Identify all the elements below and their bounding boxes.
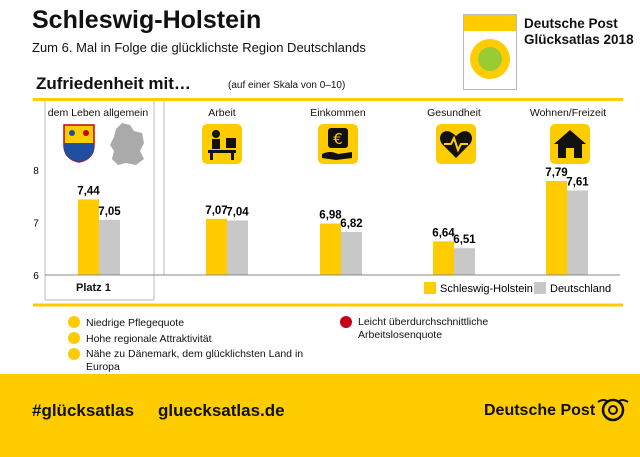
category-label-work: Arbeit: [208, 107, 236, 119]
bar-value-label: 6,98: [319, 210, 342, 222]
svg-text:€: €: [333, 130, 343, 148]
bar-deutschland: [454, 248, 475, 275]
legend-label-deutschland: Deutschland: [550, 283, 611, 295]
post-horn-icon: [597, 398, 629, 422]
bar-schleswig-holstein: [206, 218, 227, 275]
plus-icon: [68, 316, 80, 328]
bar-value-label: 6,64: [432, 227, 455, 239]
fact-positive-1-text: Niedrige Pflegequote: [86, 317, 185, 329]
fact-positive-3: Nähe zu Dänemark, dem glücklichsten Land…: [68, 348, 308, 374]
page-subtitle: Zum 6. Mal in Folge die glücklichste Reg…: [32, 40, 366, 55]
section-title: Zufriedenheit mit…: [36, 74, 191, 93]
worker-desk-icon: [208, 130, 236, 160]
bar-value-label: 7,44: [77, 185, 100, 197]
bar-value-label: 6,51: [453, 234, 476, 246]
heart-pulse-icon: [440, 131, 472, 158]
housing-icon-tile: [550, 124, 590, 164]
bar-value-label: 6,82: [340, 218, 362, 230]
bar-deutschland: [567, 190, 588, 275]
bar-deutschland: [99, 219, 120, 275]
section-top-rule: [33, 98, 623, 101]
y-tick-label: 7: [33, 219, 39, 230]
bar-schleswig-holstein: [433, 241, 454, 275]
bar-deutschland: [341, 231, 362, 275]
fact-negative-1: Leicht überdurchschnittliche Arbeitslose…: [340, 316, 540, 342]
bar-value-label: 7,61: [566, 176, 589, 188]
y-tick-label: 6: [33, 271, 39, 282]
brand-block: Deutsche Post Glücksatlas 2018: [524, 16, 634, 48]
bar-value-label: 7,05: [98, 206, 121, 218]
scale-note: (auf einer Skala von 0–10): [228, 80, 346, 91]
minus-icon: [340, 316, 352, 328]
category-label-income: Einkommen: [310, 107, 366, 119]
germany-map-icon: [110, 123, 144, 165]
legend-swatch-deutschland: [534, 282, 546, 294]
deutsche-post-logo-text: Deutsche Post: [484, 402, 596, 419]
fact-positive-2-text: Hohe regionale Attraktivität: [86, 333, 212, 345]
plus-icon: [68, 348, 80, 360]
y-tick-label: 8: [33, 166, 39, 177]
euro-hand-icon: €: [322, 128, 352, 160]
footer-band: [0, 374, 640, 457]
report-cover-thumbnail: [463, 14, 517, 90]
page-title: Schleswig-Holstein: [32, 6, 262, 34]
bar-schleswig-holstein: [320, 223, 341, 275]
coat-of-arms-icon: [63, 124, 95, 163]
bar-value-label: 7,07: [205, 205, 227, 217]
income-icon-tile: €: [318, 124, 358, 164]
legend-swatch-schleswig-holstein: [424, 282, 436, 294]
legend-label-schleswig-holstein: Schleswig-Holstein: [440, 283, 533, 295]
category-label-health: Gesundheit: [427, 107, 481, 119]
category-label-housing: Wohnen/Freizeit: [529, 107, 607, 119]
plus-icon: [68, 332, 80, 344]
brand-name: Deutsche Post: [524, 16, 618, 31]
bar-schleswig-holstein: [78, 199, 99, 275]
bar-schleswig-holstein: [546, 181, 567, 275]
bar-value-label: 7,04: [226, 206, 249, 218]
fact-positive-1: Niedrige Pflegequote: [68, 316, 184, 330]
report-name: Glücksatlas 2018: [524, 32, 634, 47]
bar-value-label: 7,79: [545, 167, 567, 179]
fact-positive-3-text: Nähe zu Dänemark, dem glücklichsten Land…: [86, 348, 304, 373]
category-label-life: dem Leben allgemein: [47, 107, 149, 119]
house-icon: [554, 130, 586, 158]
fact-positive-2: Hohe regionale Attraktivität: [68, 332, 212, 346]
footer-hashtag[interactable]: #glücksatlas: [32, 401, 135, 420]
work-icon-tile: [202, 124, 242, 164]
health-icon-tile: [436, 124, 476, 164]
satisfaction-bar-chart: 6 7 8 7,44 7,07 6,98 6,64 7,79 7,05 7,04 6,82 6,51…: [33, 98, 623, 307]
bar-deutschland: [227, 220, 248, 275]
footer-url-link[interactable]: gluecksatlas.de: [158, 401, 285, 420]
fact-negative-1-text: Leicht überdurchschnittliche Arbeitslose…: [358, 316, 489, 341]
ranking-label: Platz 1: [76, 282, 111, 294]
